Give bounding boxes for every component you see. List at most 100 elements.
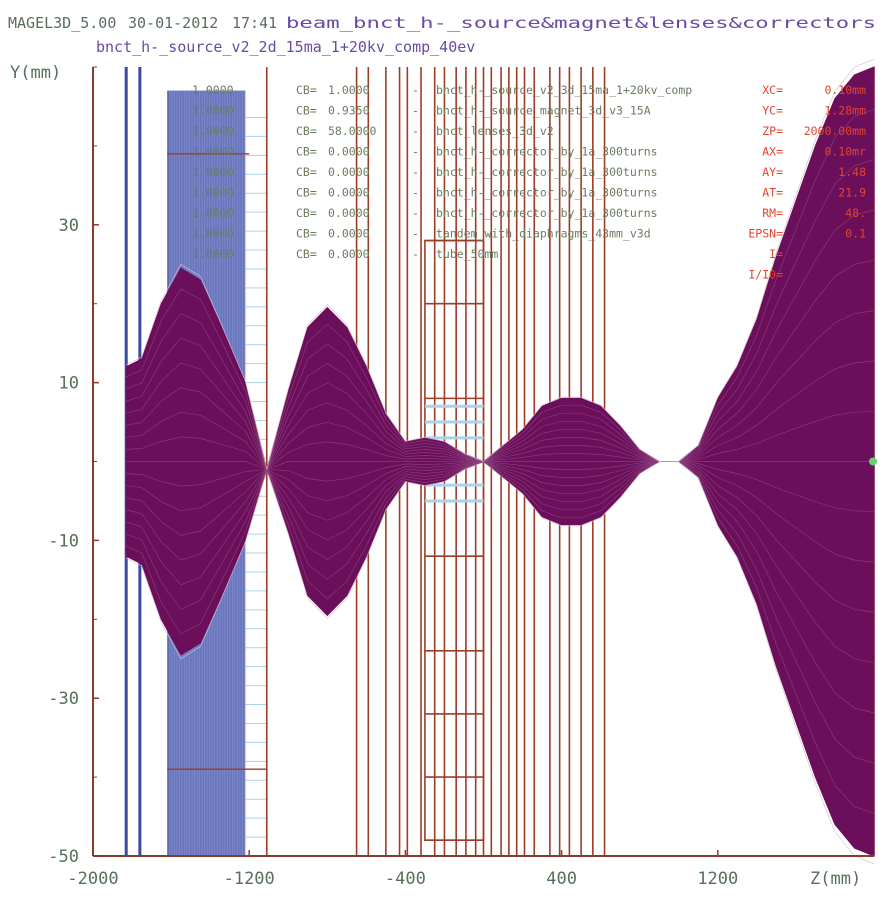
y-tick-label: 10 (59, 374, 79, 394)
beam-trajectory-line (126, 461, 875, 513)
coil-file-name: bnct_h-_corrector_by_1a_300turns (436, 145, 658, 159)
param-name: YC= (762, 104, 783, 118)
coil-row-dash: - (412, 206, 419, 220)
program-name: MAGEL3D_5.00 (8, 14, 116, 32)
param-value: 0.1 (845, 227, 866, 241)
coil-file-name: bnct_lenses_3d_v2 (436, 124, 554, 138)
run-time: 17:41 (232, 14, 277, 32)
coil-cb-value: 1.0000 (328, 83, 370, 97)
coil-file-name: tube_50mm (436, 247, 498, 261)
coil-row-factor: 1.0000 (192, 186, 234, 200)
coil-row-dash: - (412, 165, 419, 179)
coil-cb-value: 0.9350 (328, 104, 370, 118)
beam-trajectory-line (126, 109, 875, 471)
coil-cb-label: CB= (296, 206, 317, 220)
coil-cb-label: CB= (296, 124, 317, 138)
coil-file-name: bnct_h-_source_v2_3d_15ma_1+20kv_comp (436, 83, 692, 97)
beam-trajectory-line (126, 461, 875, 664)
param-name: I/I0= (748, 268, 783, 282)
y-tick-label: -10 (48, 531, 79, 551)
param-value: 1.28mm (824, 104, 866, 118)
coil-file-name: bnct_h-_source_magnet_3d_v3_15A (436, 104, 651, 118)
coil-cb-label: CB= (296, 145, 317, 159)
param-name: RM= (762, 206, 783, 220)
coil-cb-value: 0.0000 (328, 227, 370, 241)
param-name: EPSN= (748, 227, 783, 241)
coil-cb-label: CB= (296, 247, 317, 261)
x-tick-label: 1200 (697, 869, 738, 889)
coil-row-dash: - (412, 227, 419, 241)
coil-row-factor: 1.0000 (192, 227, 234, 241)
param-name: AT= (762, 186, 783, 200)
beam-trajectory-line (126, 310, 875, 471)
beam-trajectory-line (126, 461, 875, 563)
param-value: 2000.00mm (804, 124, 866, 138)
x-tick-label: 400 (546, 869, 577, 889)
coil-row-factor: 1.0000 (192, 206, 234, 220)
coil-file-name: bnct_h-_corrector_by_1a_300turns (436, 165, 658, 179)
coil-file-name: bnct_h-_corrector_by_1a_300turns (436, 206, 658, 220)
coil-cb-label: CB= (296, 83, 317, 97)
coil-row-factor: 1.0000 (192, 124, 234, 138)
coil-row-factor: 1.0000 (192, 145, 234, 159)
y-axis-label: Y(mm) (10, 63, 61, 83)
y-tick-label: -30 (48, 689, 79, 709)
coil-row-dash: - (412, 145, 419, 159)
beam-envelope (125, 58, 877, 865)
param-name: XC= (762, 83, 783, 97)
coil-cb-value: 0.0000 (328, 247, 370, 261)
beam-trajectory-line (126, 461, 874, 470)
x-tick-label: -2000 (67, 869, 118, 889)
coil-row-dash: - (412, 104, 419, 118)
coil-row-factor: 1.0000 (192, 104, 234, 118)
coil-cb-value: 0.0000 (328, 186, 370, 200)
coil-file-name: bnct_h-_corrector_by_1a_300turns (436, 186, 658, 200)
coil-row-dash: - (412, 186, 419, 200)
axes (92, 66, 874, 857)
beam-trajectory-line (126, 461, 875, 764)
beam-trajectory-line (126, 159, 875, 471)
beam-end-marker (869, 457, 877, 466)
beam-parameters: XC= 0.10mm YC= 1.28mm ZP= 2000.00mm AX= 0.10mr A… (748, 83, 866, 282)
coil-row-dash: - (412, 247, 419, 261)
param-value: 0.10mr (824, 145, 866, 159)
coil-cb-value: 0.0000 (328, 206, 370, 220)
coil-cb-label: CB= (296, 165, 317, 179)
param-value: 1.48 (838, 165, 866, 179)
coil-cb-label: CB= (296, 186, 317, 200)
param-name: AY= (762, 165, 783, 179)
param-name: AX= (762, 145, 783, 159)
coil-file-name: tandem_with_diaphragms_43mm_v3d (436, 227, 651, 241)
y-tick-label: 30 (59, 216, 79, 236)
coil-cb-value: 0.0000 (328, 145, 370, 159)
beam-trajectory-line (126, 58, 875, 470)
x-tick-label: -1200 (224, 869, 275, 889)
coil-cb-label: CB= (296, 104, 317, 118)
coil-row-factor: 1.0000 (192, 83, 234, 97)
coil-cb-label: CB= (296, 227, 317, 241)
x-axis-label: Z(mm) (810, 869, 861, 889)
beam-trajectory-line (126, 259, 875, 471)
coil-row-factor: 1.0000 (192, 165, 234, 179)
beam-trajectory-line (126, 209, 875, 471)
tick-labels: -2000 -1200 -400 400 1200 30 10 -10 -30 -50 (48, 216, 738, 889)
aperture-box (424, 239, 485, 842)
beam-trajectory-line (126, 461, 875, 714)
param-value: 21.9 (838, 186, 866, 200)
beam-trajectory-line (126, 461, 875, 865)
coil-row-dash: - (412, 83, 419, 97)
param-value: 0.10mm (824, 83, 866, 97)
project-name: beam_bnct_h-_source&magnet&lenses&correc… (286, 14, 876, 32)
beam-trajectory-line (126, 410, 875, 470)
coil-row-dash: - (412, 124, 419, 138)
param-name: I= (769, 247, 783, 261)
y-tick-label: -50 (48, 847, 79, 867)
x-tick-label: -400 (385, 869, 426, 889)
run-date: 30-01-2012 (128, 14, 218, 32)
param-name: ZP= (762, 124, 783, 138)
coil-table: 1.0000 CB= 1.0000 - bnct_h-_source_v2_3d_15m… (192, 83, 692, 261)
param-value: 48. (845, 206, 866, 220)
run-subtitle: bnct_h-_source_v2_2d_15ma_1+20kv_comp_40… (96, 38, 475, 56)
